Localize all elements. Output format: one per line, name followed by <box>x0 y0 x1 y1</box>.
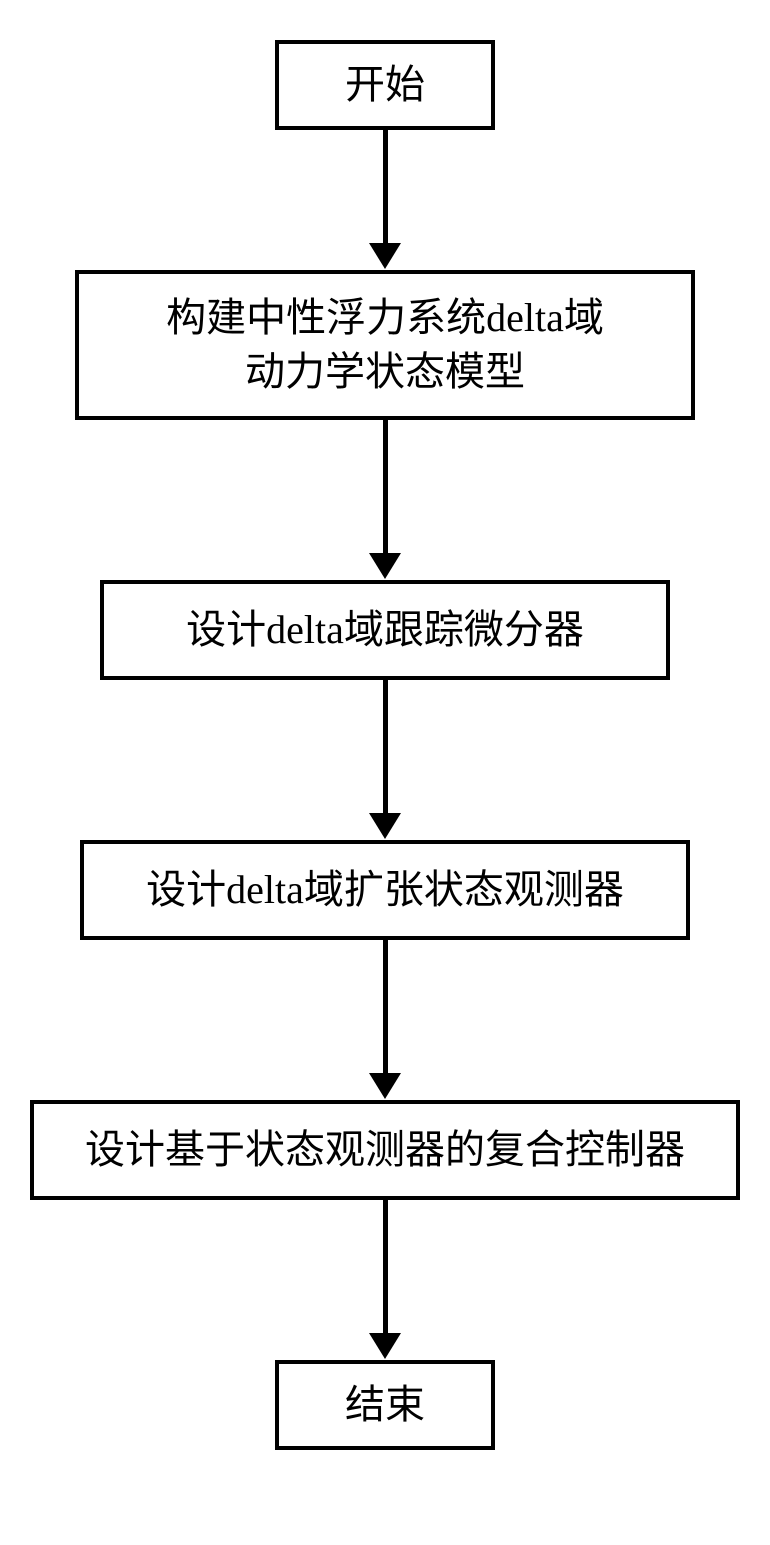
arrow-head-icon <box>369 1073 401 1099</box>
arrow-shaft <box>383 130 388 244</box>
edge-start-model <box>369 130 401 269</box>
arrow-head-icon <box>369 553 401 579</box>
node-eso: 设计delta域扩张状态观测器 <box>80 840 690 940</box>
node-label: 设计delta域跟踪微分器 <box>186 603 584 657</box>
arrow-shaft <box>383 420 388 554</box>
arrow-head-icon <box>369 813 401 839</box>
edge-model-td <box>369 420 401 579</box>
node-end: 结束 <box>275 1360 495 1450</box>
arrow-head-icon <box>369 1333 401 1359</box>
node-label: 构建中性浮力系统delta域 动力学状态模型 <box>166 291 604 399</box>
edge-td-eso <box>369 680 401 839</box>
node-model: 构建中性浮力系统delta域 动力学状态模型 <box>75 270 695 420</box>
node-td: 设计delta域跟踪微分器 <box>100 580 670 680</box>
node-start: 开始 <box>275 40 495 130</box>
edge-eso-ctrl <box>369 940 401 1099</box>
arrow-shaft <box>383 1200 388 1334</box>
node-label: 设计基于状态观测器的复合控制器 <box>85 1123 685 1177</box>
edge-ctrl-end <box>369 1200 401 1359</box>
node-label: 设计delta域扩张状态观测器 <box>146 863 624 917</box>
node-label: 结束 <box>345 1378 425 1432</box>
arrow-shaft <box>383 680 388 814</box>
arrow-shaft <box>383 940 388 1074</box>
arrow-head-icon <box>369 243 401 269</box>
node-label: 开始 <box>345 58 425 112</box>
flowchart-container: 开始 构建中性浮力系统delta域 动力学状态模型 设计delta域跟踪微分器 … <box>0 0 770 1545</box>
node-ctrl: 设计基于状态观测器的复合控制器 <box>30 1100 740 1200</box>
